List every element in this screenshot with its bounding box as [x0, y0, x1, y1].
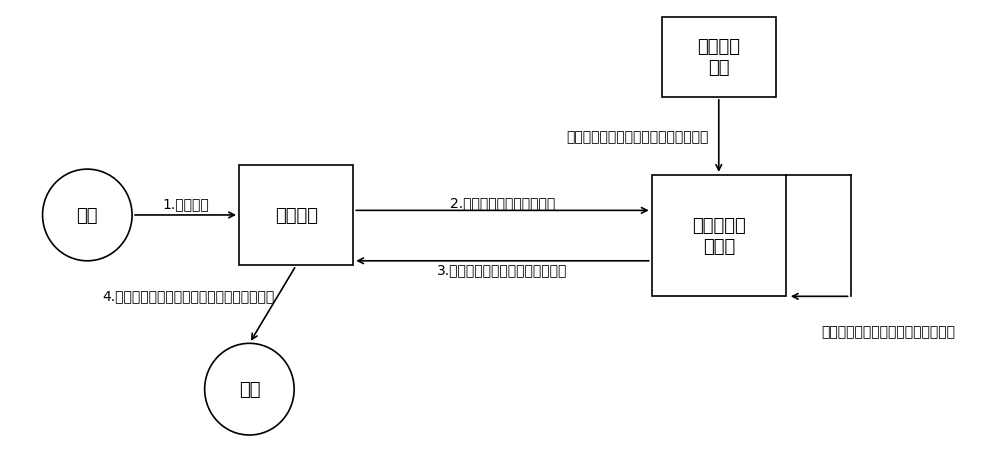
Text: 电话平台: 电话平台	[275, 206, 318, 225]
FancyBboxPatch shape	[239, 165, 353, 266]
Text: 2.请求中继线路和号码资源: 2.请求中继线路和号码资源	[450, 196, 555, 210]
Text: 根据接通率管理可用和异常资源列表: 根据接通率管理可用和异常资源列表	[821, 324, 955, 338]
Text: 3.返回可用中继线路组和号码资源: 3.返回可用中继线路组和号码资源	[437, 263, 568, 276]
Ellipse shape	[43, 170, 132, 261]
Text: 结束: 结束	[239, 380, 260, 398]
Text: 业务监控
系统: 业务监控 系统	[697, 38, 740, 77]
Text: 提供运营商、中继线路以及号码接通率: 提供运营商、中继线路以及号码接通率	[566, 130, 709, 144]
Text: 呼叫资源管
理系统: 呼叫资源管 理系统	[692, 217, 746, 256]
FancyBboxPatch shape	[652, 175, 786, 297]
Text: 1.请求呼叫: 1.请求呼叫	[162, 197, 209, 211]
Text: 开始: 开始	[77, 206, 98, 225]
FancyBboxPatch shape	[662, 18, 776, 98]
Text: 4.根据分配的中继线路组和号码资源进行呼叫: 4.根据分配的中继线路组和号码资源进行呼叫	[102, 288, 274, 302]
Ellipse shape	[205, 344, 294, 435]
